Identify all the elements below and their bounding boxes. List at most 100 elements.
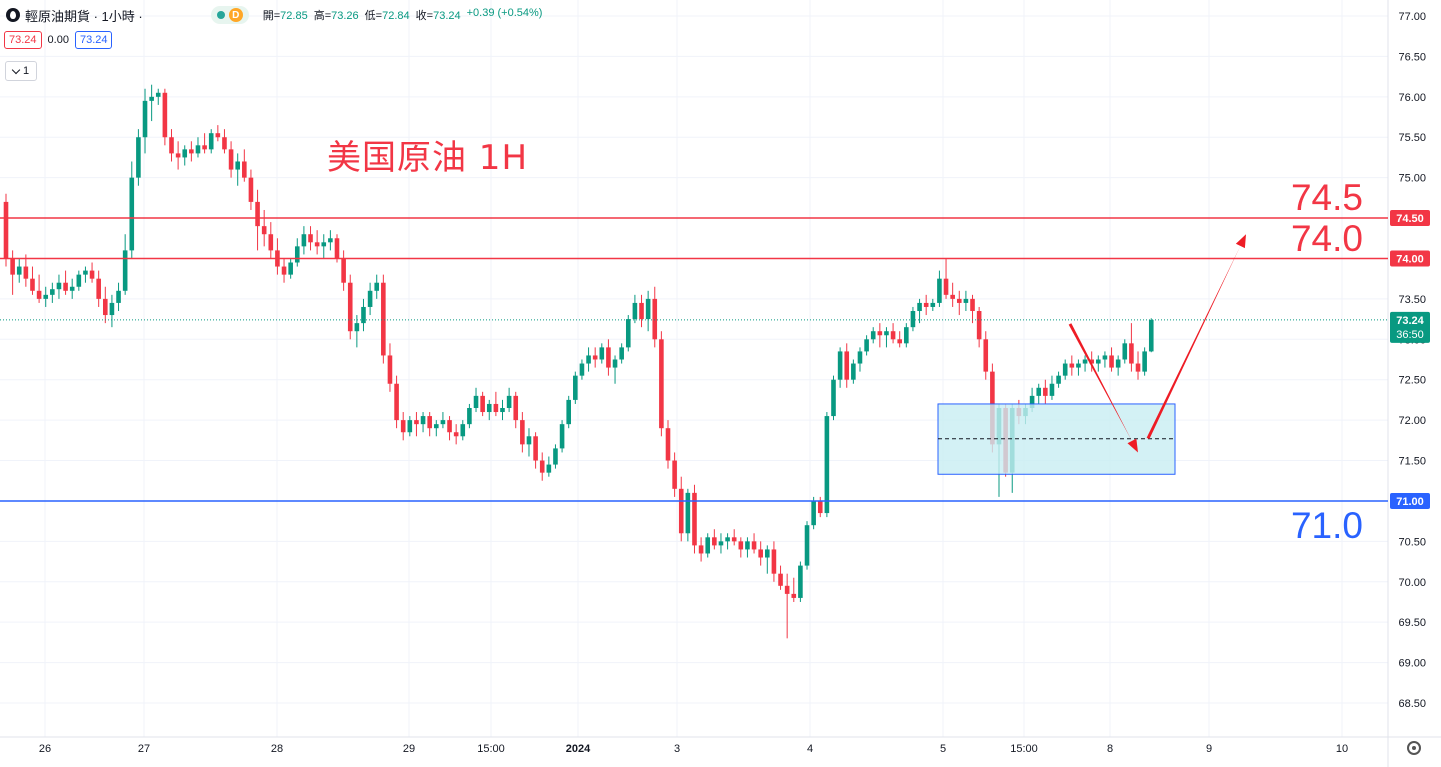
candle-body — [778, 573, 783, 586]
candle-body — [367, 290, 373, 307]
candle-body — [1122, 343, 1128, 360]
candle-body — [678, 488, 684, 534]
time-tick-label: 4 — [807, 743, 813, 755]
candle-body — [89, 270, 95, 279]
price-tick-label: 75.00 — [1398, 173, 1426, 185]
candle-body — [1062, 363, 1068, 376]
price-tick-label: 69.00 — [1398, 658, 1426, 670]
time-tick-label: 27 — [138, 743, 150, 755]
candle-body — [23, 266, 29, 279]
candle-body — [288, 262, 293, 275]
candle-body — [155, 92, 161, 97]
candle-body — [1043, 387, 1048, 396]
sell-button[interactable]: 73.24 — [4, 31, 42, 49]
candle-body — [698, 545, 704, 554]
candle-body — [3, 201, 9, 259]
projection-arrow-up — [1146, 234, 1246, 440]
level-price-tag-text: 74.50 — [1396, 213, 1424, 225]
candle-body — [539, 460, 545, 473]
time-tick-label: 15:00 — [477, 743, 505, 755]
price-tick-label: 73.50 — [1398, 294, 1426, 306]
candle-body — [1102, 355, 1108, 360]
level-price-tag — [1390, 250, 1430, 267]
candle-body — [685, 492, 691, 534]
candle-body — [63, 282, 68, 291]
time-tick-label: 3 — [674, 743, 680, 755]
time-tick-label: 15:00 — [1010, 743, 1038, 755]
candle-body — [983, 339, 989, 372]
candle-body — [175, 153, 181, 158]
candle-body — [692, 492, 697, 546]
candle-body — [765, 549, 770, 558]
bar-countdown: 36:50 — [1396, 329, 1424, 341]
level-label-740[interactable]: 74.0 — [1290, 218, 1363, 259]
price-tick-label: 68.50 — [1398, 698, 1426, 710]
candle-body — [897, 339, 902, 344]
candle-body — [672, 460, 677, 489]
candle-body — [963, 298, 969, 303]
indicator-collapse[interactable]: 1 — [5, 61, 37, 81]
chart-note-title[interactable]: 美国原油 1H — [327, 138, 529, 178]
candle-body — [943, 278, 949, 295]
candle-body — [619, 347, 624, 360]
candle-body — [208, 133, 214, 150]
candle-body — [731, 537, 737, 542]
level-price-tag-text: 74.00 — [1396, 253, 1424, 265]
candle-body — [857, 351, 863, 364]
candle-body — [950, 294, 955, 299]
last-price-value: 73.24 — [1396, 315, 1424, 327]
candle-body — [162, 92, 168, 138]
level-price-tag-text: 71.00 — [1396, 496, 1424, 508]
ohlc-high: 高=73.26 — [313, 10, 359, 22]
level-label-710[interactable]: 71.0 — [1290, 505, 1363, 546]
candle-body — [434, 424, 439, 429]
candle-body — [480, 395, 485, 413]
candle-body — [612, 359, 618, 368]
candle-body — [341, 258, 346, 283]
candle-body — [16, 266, 22, 275]
candle-body — [374, 282, 380, 291]
candle-body — [354, 323, 360, 332]
candle-body — [1076, 363, 1081, 368]
candle-body — [453, 432, 459, 437]
candle-body — [1069, 363, 1075, 368]
level-price-tag — [1390, 492, 1430, 509]
candle-body — [639, 302, 644, 320]
ohlc-close: 收=73.24 — [415, 10, 461, 22]
candle-body — [923, 302, 929, 307]
buy-button[interactable]: 73.24 — [74, 31, 113, 49]
symbol-title[interactable]: 輕原油期貨 · 1小時 · — [25, 8, 143, 24]
time-tick-label: 9 — [1206, 743, 1212, 755]
candle-body — [804, 525, 810, 566]
candle-body — [645, 298, 651, 320]
chevron-down-icon — [11, 65, 21, 74]
candle-body — [831, 379, 836, 417]
candle-body — [248, 177, 254, 202]
candle-body — [407, 420, 413, 433]
candle-body — [486, 403, 492, 413]
level-price-tag — [1390, 210, 1430, 227]
time-axis[interactable]: 26 27 28 29 15:00 2024 3 4 5 15:00 8 9 10 — [39, 743, 1348, 755]
time-tick-label: 10 — [1336, 743, 1348, 755]
candle-body — [566, 399, 571, 425]
candle-body — [109, 302, 115, 316]
candle-body — [460, 424, 466, 437]
candle-body — [652, 298, 658, 340]
candle-body — [420, 416, 426, 425]
candle-body — [1115, 359, 1121, 368]
time-tick-label: 29 — [403, 743, 415, 755]
candle-body — [930, 302, 936, 307]
level-label-745[interactable]: 74.5 — [1290, 177, 1363, 218]
price-axis[interactable]: 77.00 76.50 76.00 75.50 75.00 74.50 74.00 73.50… — [1390, 11, 1430, 710]
settings-gear-icon[interactable] — [1407, 741, 1421, 755]
market-status[interactable]: D — [210, 6, 249, 24]
candle-body — [725, 537, 730, 542]
candle-body — [718, 541, 724, 546]
price-tick-label: 72.00 — [1398, 415, 1426, 427]
candle-body — [546, 464, 552, 473]
candle-body — [890, 331, 896, 340]
candlestick-series — [3, 84, 1154, 639]
candle-body — [817, 500, 823, 514]
